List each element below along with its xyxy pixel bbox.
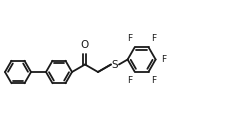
Text: F: F <box>151 34 156 43</box>
Text: O: O <box>81 39 89 50</box>
Text: F: F <box>127 34 132 43</box>
Text: S: S <box>112 59 118 70</box>
Text: F: F <box>151 76 156 85</box>
Text: F: F <box>127 76 132 85</box>
Text: F: F <box>161 55 166 64</box>
